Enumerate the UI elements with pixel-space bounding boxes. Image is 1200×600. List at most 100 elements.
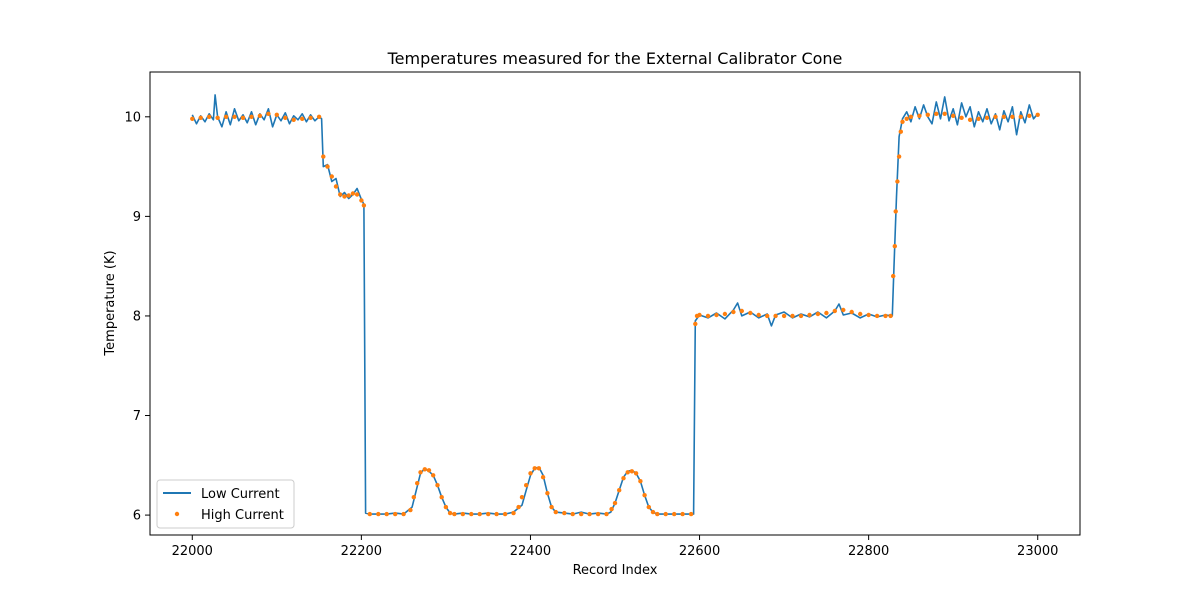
data-point-high-current: [316, 114, 322, 120]
y-tick-label: 8: [133, 309, 141, 324]
legend-swatch-high-current: [174, 511, 180, 517]
data-point-high-current: [418, 470, 423, 475]
data-point-high-current: [494, 511, 499, 517]
data-point-high-current: [329, 174, 334, 179]
data-point-high-current: [579, 511, 584, 517]
x-tick-label: 22400: [510, 544, 551, 559]
data-point-high-current: [731, 309, 736, 315]
data-point-high-current: [898, 129, 903, 134]
y-tick-label: 7: [133, 409, 141, 424]
data-point-high-current: [883, 313, 888, 319]
data-point-high-current: [447, 510, 453, 516]
data-point-high-current: [215, 115, 220, 121]
data-point-high-current: [333, 184, 339, 189]
data-point-high-current: [722, 311, 728, 317]
data-point-high-current: [426, 468, 432, 473]
data-point-high-current: [891, 273, 896, 279]
legend-label-high-current: High Current: [201, 508, 284, 523]
data-point-high-current: [781, 313, 787, 319]
data-point-high-current: [655, 511, 660, 517]
data-point-high-current: [443, 504, 449, 510]
data-point-high-current: [308, 115, 313, 121]
data-point-high-current: [232, 114, 237, 120]
data-point-high-current: [824, 310, 829, 316]
data-point-high-current: [361, 203, 367, 208]
data-point-high-current: [486, 511, 491, 517]
data-point-high-current: [621, 476, 626, 481]
data-point-high-current: [646, 504, 651, 510]
data-point-high-current: [384, 511, 389, 517]
y-tick-label: 9: [133, 210, 141, 225]
data-point-high-current: [431, 473, 436, 478]
data-point-high-current: [748, 310, 753, 316]
data-point-high-current: [858, 311, 863, 317]
data-point-high-current: [893, 209, 898, 214]
data-point-high-current: [553, 509, 558, 515]
data-point-high-current: [570, 511, 575, 517]
data-point-high-current: [587, 511, 592, 517]
data-point-high-current: [502, 511, 508, 517]
data-point-high-current: [266, 111, 271, 117]
data-point-high-current: [663, 511, 668, 517]
data-point-high-current: [411, 495, 416, 500]
data-point-high-current: [604, 511, 609, 517]
data-point-high-current: [892, 244, 897, 249]
data-point-high-current: [562, 510, 567, 516]
data-point-high-current: [976, 116, 981, 122]
data-point-high-current: [832, 308, 837, 314]
data-point-high-current: [815, 311, 821, 317]
data-point-high-current: [393, 511, 398, 517]
y-tick-label: 10: [124, 110, 141, 125]
data-point-high-current: [680, 511, 685, 517]
data-point-high-current: [693, 321, 698, 327]
data-point-high-current: [642, 493, 647, 498]
x-tick-label: 22600: [679, 544, 720, 559]
data-point-high-current: [612, 500, 618, 506]
data-point-high-current: [338, 192, 343, 197]
data-point-high-current: [359, 198, 364, 203]
data-point-high-current: [739, 308, 744, 314]
data-point-high-current: [401, 511, 406, 517]
data-point-high-current: [638, 479, 643, 484]
data-point-high-current: [714, 312, 719, 318]
data-point-high-current: [625, 470, 630, 475]
data-point-high-current: [291, 117, 296, 123]
data-point-high-current: [346, 193, 351, 198]
data-point-high-current: [672, 511, 677, 517]
legend-box: [156, 479, 295, 529]
chart-title: Temperatures measured for the External C…: [387, 49, 843, 68]
data-point-high-current: [376, 511, 381, 517]
data-point-high-current: [249, 114, 254, 120]
data-point-high-current: [367, 511, 372, 517]
data-point-high-current: [325, 164, 330, 169]
x-tick-label: 22800: [848, 544, 889, 559]
data-point-high-current: [198, 115, 203, 121]
data-point-high-current: [415, 481, 420, 486]
data-point-high-current: [519, 495, 525, 500]
data-point-high-current: [342, 194, 347, 199]
data-point-high-current: [874, 313, 880, 319]
data-point-high-current: [223, 114, 229, 120]
data-point-high-current: [536, 466, 542, 471]
data-point-high-current: [190, 116, 195, 122]
data-point-high-current: [274, 112, 279, 118]
x-tick-label: 23000: [1017, 544, 1058, 559]
data-point-high-current: [595, 511, 601, 517]
data-point-high-current: [524, 483, 529, 488]
data-point-high-current: [469, 511, 474, 517]
x-tick-label: 22200: [341, 544, 382, 559]
data-point-high-current: [705, 313, 711, 319]
data-point-high-current: [984, 115, 990, 121]
data-point-high-current: [408, 507, 413, 513]
data-point-high-current: [895, 179, 900, 184]
data-point-high-current: [549, 504, 554, 510]
legend: Low Current High Current: [156, 479, 295, 529]
data-point-high-current: [697, 312, 702, 318]
data-point-high-current: [511, 510, 516, 516]
data-point-high-current: [439, 495, 444, 500]
data-point-high-current: [925, 112, 930, 118]
y-axis-label: Temperature (K): [103, 250, 118, 356]
data-point-high-current: [516, 504, 521, 510]
x-axis: 22000 22200 22400 22600 22800 23000: [172, 535, 1058, 559]
